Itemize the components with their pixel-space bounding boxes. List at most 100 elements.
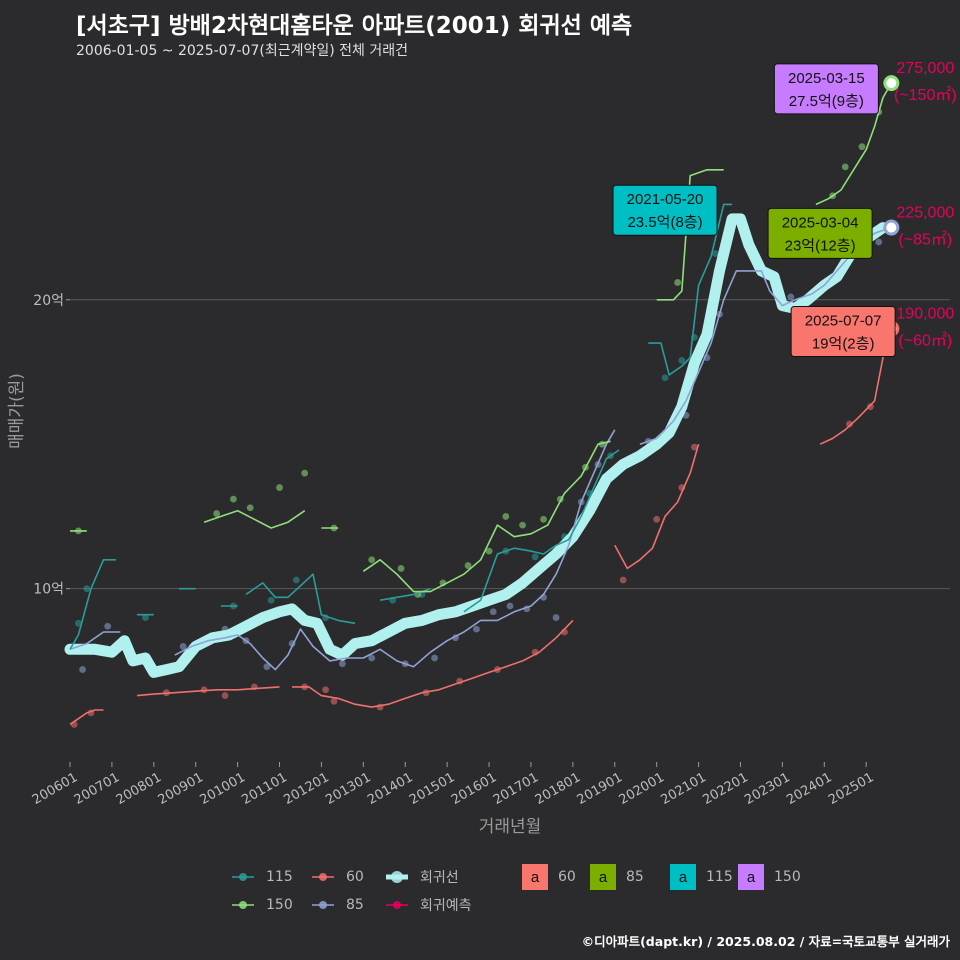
legend-box-item-150: a 150 xyxy=(738,864,801,890)
legend-box-item-60: a 60 xyxy=(522,864,576,890)
x-tick-label: 202101 xyxy=(658,770,708,808)
legend-label: 115 xyxy=(266,869,293,885)
scatter-point-85 xyxy=(104,622,112,630)
series-line-60 xyxy=(136,686,280,697)
annotation-box: 2021-05-20 23.5억(8층) xyxy=(612,184,718,236)
x-axis-title: 거래년월 xyxy=(479,817,542,837)
series-line-150 xyxy=(203,509,306,529)
annotation-price: 23억(12층) xyxy=(785,237,856,254)
scatter-point-150 xyxy=(246,504,254,512)
scatter-point-115 xyxy=(83,585,91,593)
x-tick-label: 202201 xyxy=(700,770,750,808)
scatter-point-115 xyxy=(267,596,275,604)
scatter-point-60 xyxy=(322,686,330,694)
legend-label: 60 xyxy=(346,869,364,885)
scatter-point-150 xyxy=(301,469,309,477)
scatter-point-85 xyxy=(179,643,187,650)
legend-key-s60 xyxy=(310,864,336,890)
legend-item-s85: 85 xyxy=(310,892,364,918)
scatter-point-85 xyxy=(79,666,86,673)
legend-swatch: a xyxy=(590,864,616,890)
forecast-area-label: (~85㎡) xyxy=(898,231,952,249)
scatter-point-150 xyxy=(276,484,283,491)
forecast-marker-85 xyxy=(883,219,900,236)
annotation-box: 2025-03-04 23억(12층) xyxy=(767,207,873,259)
annotation-price: 23.5억(8층) xyxy=(627,214,702,231)
scatter-point-150 xyxy=(841,163,849,171)
y-tick-label: 10억 xyxy=(33,582,64,598)
scatter-point-85 xyxy=(431,654,438,662)
series-line-60 xyxy=(614,443,700,570)
scatter-point-115 xyxy=(292,576,300,584)
legend-box-item-115: a 115 xyxy=(670,864,733,890)
legend-swatch: a xyxy=(670,864,696,890)
scatter-point-85 xyxy=(263,663,271,671)
legend-swatch: a xyxy=(522,864,548,890)
legend-label: 150 xyxy=(774,869,801,885)
x-tick-label: 201801 xyxy=(533,770,583,808)
annotation-background xyxy=(767,207,873,259)
annotation-price: 19억(2층) xyxy=(812,336,875,353)
scatter-point-85 xyxy=(787,293,795,301)
legend-label: 150 xyxy=(266,897,293,913)
legend-item-s60: 60 xyxy=(310,864,364,890)
legend-item-s115: 115 xyxy=(230,864,293,890)
chart-subtitle: 2006-01-05 ~ 2025-07-07(최근계약일) 전체 거래건 xyxy=(76,43,408,59)
series-line-115 xyxy=(69,559,117,650)
forecast-price-label: 275,000 xyxy=(896,60,954,77)
legend-label: 60 xyxy=(558,869,576,885)
forecast-price-label: 190,000 xyxy=(896,306,954,323)
legend-key-forecast xyxy=(384,892,410,918)
x-tick-label: 201901 xyxy=(575,770,625,808)
series-line-60 xyxy=(69,709,104,726)
legend-label: 회귀예측 xyxy=(420,898,472,914)
legend-item-forecast: 회귀예측 xyxy=(384,892,472,918)
y-tick-label: 20억 xyxy=(33,293,64,309)
scatter-point-150 xyxy=(368,556,376,564)
legend-label: 85 xyxy=(626,869,644,885)
series-line-85 xyxy=(69,631,121,651)
x-tick-label: 201001 xyxy=(198,770,248,808)
source-caption: ©디아파트(dapt.kr) / 2025.08.02 / 자료=국토교통부 실… xyxy=(581,934,950,949)
scatter-point-60 xyxy=(846,420,853,428)
annotation-background xyxy=(790,306,896,358)
scatter-point-60 xyxy=(866,403,874,411)
scatter-point-150 xyxy=(502,513,510,520)
annotation-box: 2025-03-15 27.5억(9층) xyxy=(773,63,879,115)
annotation-date: 2021-05-20 xyxy=(627,191,704,208)
series-line-60 xyxy=(292,619,574,708)
legend-label: 85 xyxy=(346,897,364,913)
scatter-point-115 xyxy=(142,614,149,621)
forecast-area-label: (~150㎡) xyxy=(894,86,957,104)
legend-key-regression xyxy=(384,864,410,890)
x-tick-label: 200901 xyxy=(156,770,206,808)
scatter-point-60 xyxy=(690,443,698,451)
scatter-point-85 xyxy=(368,654,376,662)
forecast-marker-150 xyxy=(883,75,900,92)
x-tick-label: 201701 xyxy=(491,770,541,808)
scatter-point-85 xyxy=(338,660,346,668)
x-tick-label: 200701 xyxy=(72,770,122,808)
x-tick-label: 201201 xyxy=(281,770,331,808)
scatter-point-150 xyxy=(674,279,682,286)
scatter-point-115 xyxy=(678,357,686,364)
x-tick-label: 201601 xyxy=(449,770,499,808)
series-line-115 xyxy=(648,203,733,376)
scatter-point-85 xyxy=(473,625,480,633)
scatter-point-115 xyxy=(661,374,669,382)
x-tick-label: 202001 xyxy=(617,770,667,808)
regression-line xyxy=(64,213,889,678)
scatter-point-60 xyxy=(619,576,627,584)
scatter-point-150 xyxy=(858,143,866,151)
annotation-date: 2025-07-07 xyxy=(805,313,882,330)
legend-key-s85 xyxy=(310,892,336,918)
y-axis-title: 매매가(원) xyxy=(7,373,27,449)
chart-title: [서초구] 방배2차현대홈타운 아파트(2001) 회귀선 예측 xyxy=(76,13,633,39)
legend-key-s115 xyxy=(230,864,256,890)
legend-label: 115 xyxy=(706,869,733,885)
series-line-115 xyxy=(463,449,620,613)
annotation-date: 2025-03-15 xyxy=(788,70,865,87)
x-tick-label: 200601 xyxy=(30,770,80,808)
x-tick-label: 202401 xyxy=(784,770,834,808)
